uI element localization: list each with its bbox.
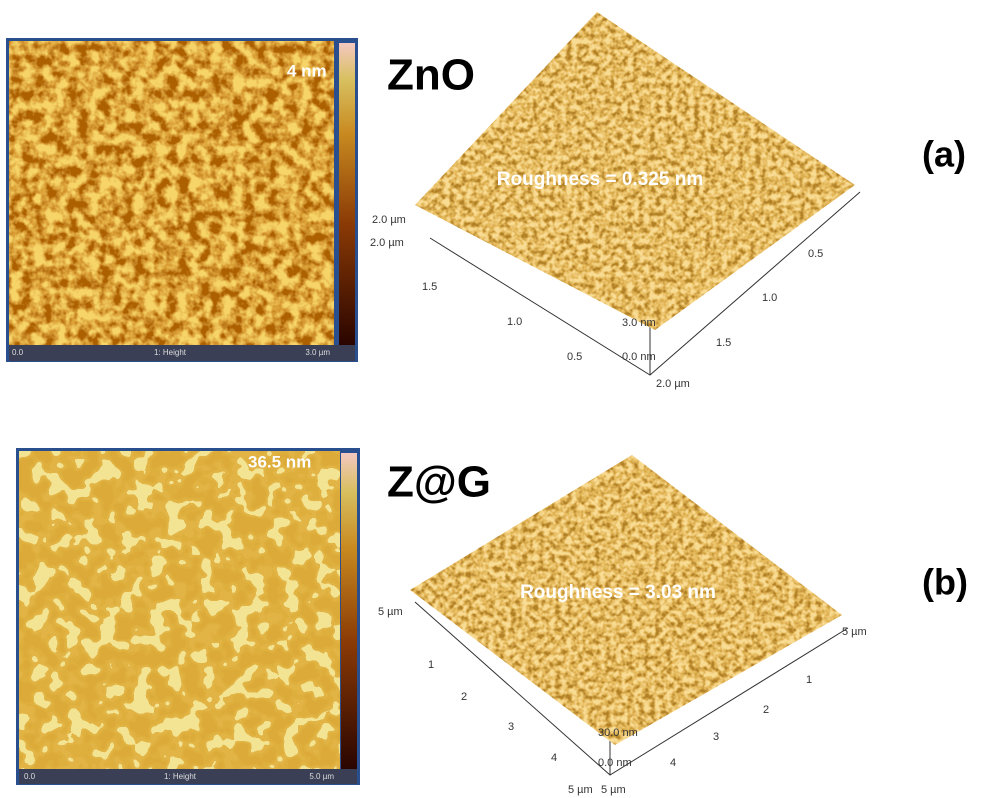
scale-max: 36.5 nm (248, 452, 311, 471)
height-image (19, 451, 340, 769)
channel: 1: Height (164, 772, 197, 781)
right-axis-label: 3 (713, 731, 719, 743)
right-axis-label: 1.0 (762, 292, 777, 304)
left-axis-label: 0.5 (567, 351, 582, 363)
height-map-a: 4 nm 0.0 1: Height 3.0 µm (6, 38, 358, 362)
roughness: Roughness = 3.03 nm (520, 582, 716, 603)
channel: 1: Height (154, 348, 187, 357)
right-axis-label: 4 (670, 757, 676, 769)
panel-label: (b) (922, 562, 968, 603)
color-bar (339, 43, 355, 345)
color-bar (341, 453, 357, 769)
left-axis-label: 3 (508, 721, 514, 733)
left-axis-label: 2 (461, 691, 467, 703)
x-end: 3.0 µm (305, 348, 330, 357)
left-axis-label: 1.0 (507, 316, 522, 328)
z-axis-label: 0.0 nm (622, 351, 656, 363)
right-axis-label: 2.0 µm (656, 378, 690, 390)
right-axis-label: 1 (806, 674, 812, 686)
back-axis-label: 2.0 µm (372, 214, 406, 226)
right-axis-label: 5 µm (601, 784, 626, 796)
right-axis-label: 2 (763, 704, 769, 716)
height-map-b: 36.5 nm 0.0 1: Height 5.0 µm (16, 448, 360, 785)
right-axis-label: 1.5 (716, 337, 731, 349)
left-axis-label: 2.0 µm (370, 237, 404, 249)
material: ZnO (387, 51, 475, 100)
z-axis-label: 3.0 nm (622, 317, 656, 329)
right-axis-label: 5 µm (842, 626, 867, 638)
panel-label: (a) (922, 134, 966, 175)
back-axis-label: 5 µm (378, 606, 403, 618)
height-image (9, 41, 334, 345)
right-axis-label: 0.5 (808, 248, 823, 260)
scale-max: 4 nm (287, 61, 327, 80)
left-axis-label: 1 (428, 659, 434, 671)
roughness: Roughness = 0.325 nm (497, 169, 703, 190)
z-axis-label: 30.0 nm (598, 727, 638, 739)
left-axis-label: 4 (551, 752, 557, 764)
x-start: 0.0 (24, 772, 36, 781)
left-axis-label: 5 µm (568, 784, 593, 796)
material: Z@G (387, 458, 491, 507)
left-axis-label: 1.5 (422, 281, 437, 293)
x-end: 5.0 µm (309, 772, 334, 781)
x-start: 0.0 (12, 348, 24, 357)
figure: 4 nm 0.0 1: Height 3.0 µm ZnO (a) Roughn… (0, 0, 990, 798)
z-axis-label: 0.0 nm (598, 757, 632, 769)
